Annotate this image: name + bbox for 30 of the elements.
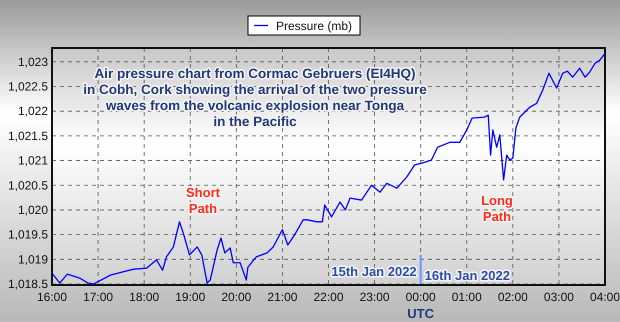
annotation: 16th Jan 2022 xyxy=(424,268,510,284)
x-tick-label: 18:00 xyxy=(129,290,160,304)
x-axis-title: UTC xyxy=(407,306,435,321)
y-tick-label: 1,021.5 xyxy=(8,128,48,143)
x-tick-label: 01:00 xyxy=(452,290,482,304)
y-tick-label: 1,022.5 xyxy=(8,80,48,94)
y-tick-label: 1,021 xyxy=(18,154,48,168)
annotation: Long Path xyxy=(481,193,513,224)
x-tick-label: 22:00 xyxy=(313,290,344,304)
y-tick-label: 1,020.5 xyxy=(8,178,48,192)
annotation: Short Path xyxy=(186,185,221,216)
y-tick-label: 1,018.5 xyxy=(8,277,48,292)
y-tick-label: 1,023 xyxy=(18,54,48,69)
x-tick-label: 00:00 xyxy=(406,290,436,304)
legend-label: Pressure (mb) xyxy=(276,19,352,33)
x-tick-label: 02:00 xyxy=(498,290,528,304)
x-tick-label: 04:00 xyxy=(590,290,620,304)
x-tick-label: 21:00 xyxy=(267,290,298,304)
x-tick-label: 16:00 xyxy=(36,290,68,304)
x-tick-label: 23:00 xyxy=(360,290,390,304)
x-tick-label: 20:00 xyxy=(221,290,252,304)
y-tick-label: 1,020 xyxy=(18,202,48,217)
ref-line-label: 15th Jan 2022 xyxy=(331,264,417,279)
x-tick-label: 17:00 xyxy=(83,290,114,304)
y-tick-label: 1,019.5 xyxy=(8,228,48,242)
y-tick-label: 1,022 xyxy=(18,104,48,118)
line-series xyxy=(51,52,606,285)
x-tick-label: 03:00 xyxy=(544,290,574,304)
x-tick-label: 19:00 xyxy=(175,290,206,304)
y-tick-label: 1,019 xyxy=(18,252,48,266)
